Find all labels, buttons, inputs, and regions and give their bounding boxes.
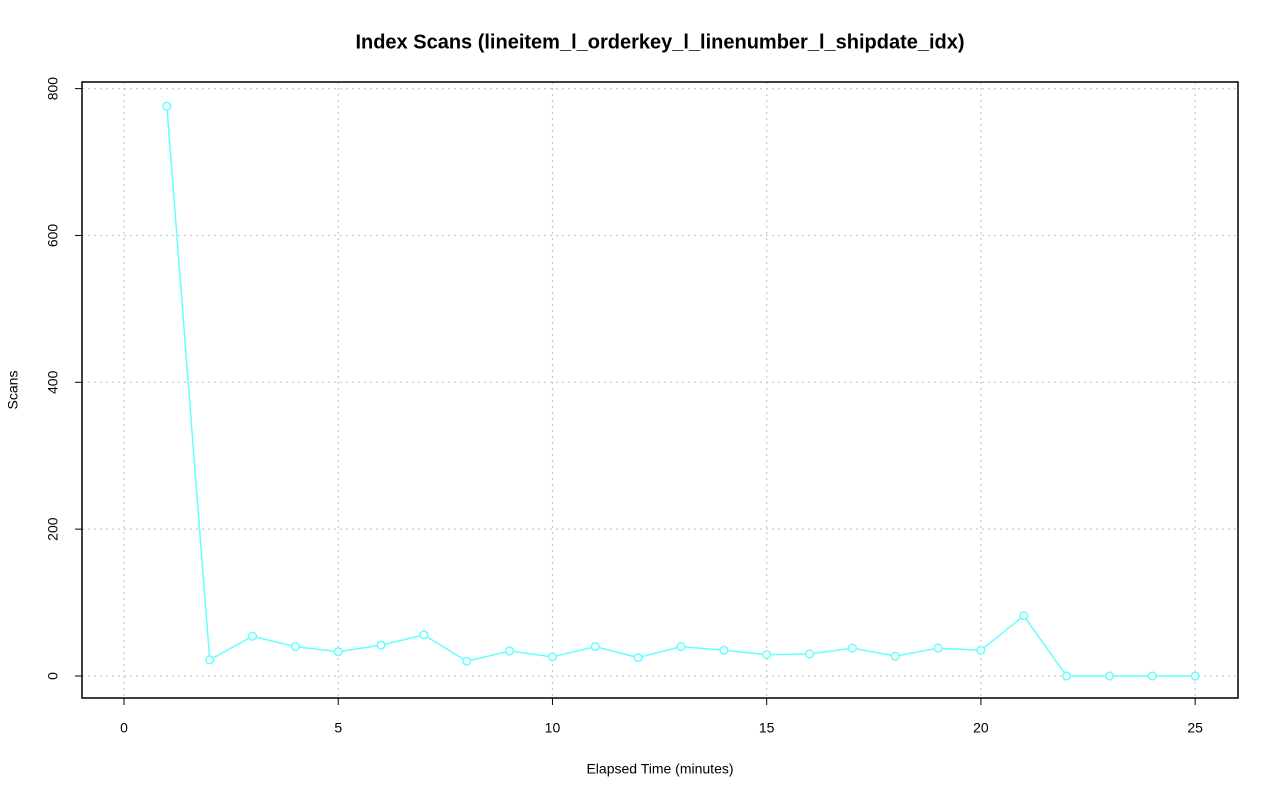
x-tick-label: 5 bbox=[334, 720, 342, 736]
data-point bbox=[762, 650, 772, 660]
plot-frame bbox=[81, 81, 1239, 699]
data-point bbox=[676, 642, 686, 652]
data-point bbox=[1104, 671, 1115, 681]
x-tick-label: 0 bbox=[120, 720, 128, 736]
chart-title: Index Scans (lineitem_l_orderkey_l_linen… bbox=[355, 31, 964, 53]
data-point bbox=[462, 656, 472, 666]
data-point bbox=[1147, 671, 1157, 681]
x-tick-label: 10 bbox=[545, 720, 561, 736]
y-tick-label: 200 bbox=[45, 517, 61, 541]
y-tick-label: 0 bbox=[45, 672, 61, 680]
data-point bbox=[633, 653, 643, 663]
data-point bbox=[804, 649, 815, 659]
data-point bbox=[419, 630, 429, 640]
data-point bbox=[162, 101, 172, 111]
data-point bbox=[547, 652, 558, 662]
x-axis-label: Elapsed Time (minutes) bbox=[586, 761, 733, 777]
data-point bbox=[890, 651, 900, 661]
data-point bbox=[205, 655, 215, 665]
data-point bbox=[247, 631, 258, 641]
y-tick-label: 400 bbox=[45, 370, 61, 394]
y-tick-label: 600 bbox=[45, 224, 61, 248]
data-point bbox=[847, 643, 857, 653]
data-point bbox=[976, 645, 986, 655]
data-point bbox=[290, 642, 300, 652]
x-tick-label: 25 bbox=[1187, 720, 1203, 736]
data-point bbox=[333, 647, 343, 657]
data-point bbox=[505, 646, 515, 656]
data-point bbox=[1019, 611, 1029, 621]
y-tick-label: 800 bbox=[45, 77, 61, 101]
data-point bbox=[933, 643, 943, 653]
y-axis-label: Scans bbox=[5, 371, 21, 410]
series-line bbox=[166, 106, 1196, 677]
data-point bbox=[590, 642, 600, 652]
data-point bbox=[1190, 671, 1200, 681]
x-tick-label: 15 bbox=[759, 720, 775, 736]
data-point bbox=[1062, 671, 1072, 681]
x-tick-label: 20 bbox=[973, 720, 989, 736]
data-point bbox=[719, 645, 729, 655]
data-point bbox=[376, 640, 386, 650]
